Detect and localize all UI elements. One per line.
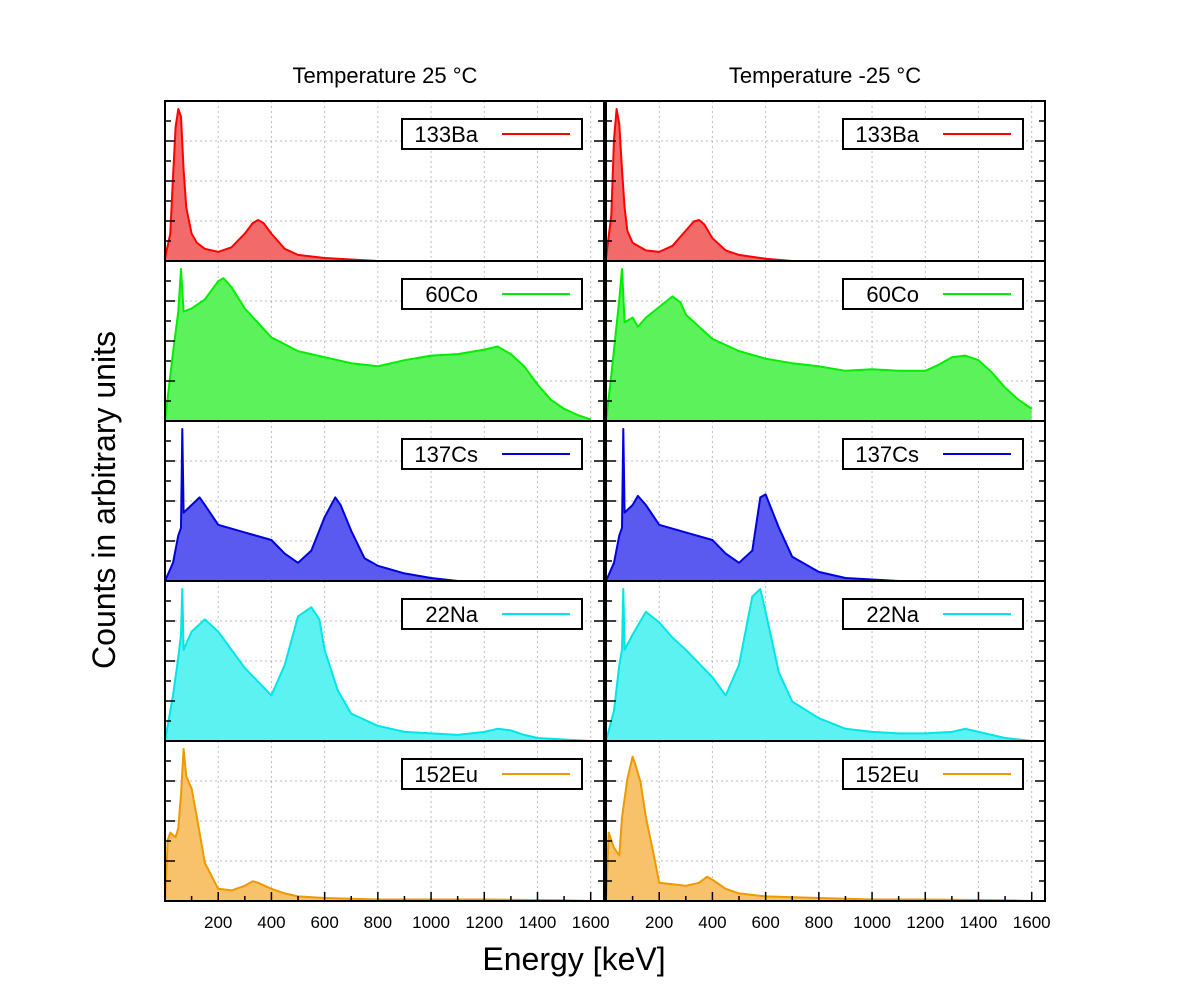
legend-60Co: 60Co — [401, 278, 583, 310]
panel-152Eu-warm: 152Eu — [164, 740, 605, 902]
legend-137Cs: 137Cs — [842, 438, 1024, 470]
x-tick-label: 1600 — [1013, 913, 1051, 932]
x-tick-label: 400 — [257, 913, 285, 932]
spectrum-line-60Co — [164, 268, 592, 422]
spectrum-area-60Co — [165, 269, 591, 421]
x-tick-label: 1400 — [519, 913, 557, 932]
x-tick-label: 400 — [698, 913, 726, 932]
spectrum-area-137Cs — [165, 429, 591, 581]
legend-60Co: 60Co — [842, 278, 1024, 310]
panel-22Na-cold: 22Na — [605, 580, 1046, 742]
panel-60Co-cold: 60Co — [605, 260, 1046, 422]
legend-label: 22Na — [866, 602, 919, 627]
spectrum-line-22Na — [164, 588, 591, 742]
legend-label: 137Cs — [855, 442, 919, 467]
legend-label: 152Eu — [855, 762, 919, 787]
spectrum-line-137Cs — [605, 428, 1032, 582]
x-tick-label: 600 — [310, 913, 338, 932]
panel-133Ba-cold: 133Ba — [605, 100, 1046, 262]
panel-grid: 133Ba 133Ba 60Co 60Co 137Cs 137Cs 22Na 22Na 152E… — [164, 100, 1051, 932]
spectrum-line-152Eu — [164, 748, 591, 902]
legend-152Eu: 152Eu — [842, 758, 1024, 790]
spectrum-area-22Na — [606, 589, 1032, 741]
x-tick-label: 600 — [751, 913, 779, 932]
title-left: Temperature 25 °C — [293, 63, 478, 88]
x-tick-label: 1400 — [960, 913, 998, 932]
panel-22Na-warm: 22Na — [164, 580, 605, 742]
spectrum-area-152Eu — [165, 749, 591, 901]
legend-label: 152Eu — [414, 762, 478, 787]
legend-label: 60Co — [866, 282, 919, 307]
spectrum-area-137Cs — [606, 429, 1032, 581]
legend-137Cs: 137Cs — [401, 438, 583, 470]
legend-box — [842, 118, 1024, 150]
legend-152Eu: 152Eu — [401, 758, 583, 790]
panel-137Cs-cold: 137Cs — [605, 420, 1046, 582]
legend-box — [842, 278, 1024, 310]
spectrum-line-137Cs — [164, 428, 591, 582]
x-tick-label: 200 — [204, 913, 232, 932]
panel-137Cs-warm: 137Cs — [164, 420, 605, 582]
x-tick-label: 800 — [805, 913, 833, 932]
panel-152Eu-cold: 152Eu — [605, 740, 1046, 902]
x-tick-label: 1200 — [465, 913, 503, 932]
x-tick-label: 1000 — [853, 913, 891, 932]
x-tick-label: 800 — [364, 913, 392, 932]
legend-label: 60Co — [425, 282, 478, 307]
legend-22Na: 22Na — [401, 598, 583, 630]
legend-label: 133Ba — [855, 122, 919, 147]
spectrum-line-22Na — [605, 588, 1032, 742]
spectrum-line-133Ba — [164, 108, 591, 262]
x-tick-label: 200 — [645, 913, 673, 932]
spectrum-line-60Co — [605, 268, 1033, 422]
x-tick-label: 1000 — [412, 913, 450, 932]
legend-label: 133Ba — [414, 122, 478, 147]
legend-133Ba: 133Ba — [842, 118, 1024, 150]
spectrum-area-22Na — [165, 589, 591, 741]
legend-label: 137Cs — [414, 442, 478, 467]
legend-label: 22Na — [425, 602, 478, 627]
title-right: Temperature -25 °C — [729, 63, 921, 88]
spectrum-area-60Co — [606, 269, 1032, 421]
panel-frame — [605, 740, 1046, 902]
panel-133Ba-warm: 133Ba — [164, 100, 605, 262]
panel-60Co-warm: 60Co — [164, 260, 605, 422]
panel-frame — [164, 740, 605, 902]
y-axis-label: Counts in arbitrary units — [86, 331, 122, 669]
x-tick-label: 1200 — [906, 913, 944, 932]
spectrum-line-133Ba — [605, 108, 1032, 262]
legend-22Na: 22Na — [842, 598, 1024, 630]
legend-133Ba: 133Ba — [401, 118, 583, 150]
x-axis-label: Energy [keV] — [482, 941, 665, 977]
x-tick-label: 1600 — [572, 913, 610, 932]
spectrum-area-152Eu — [606, 756, 1032, 901]
